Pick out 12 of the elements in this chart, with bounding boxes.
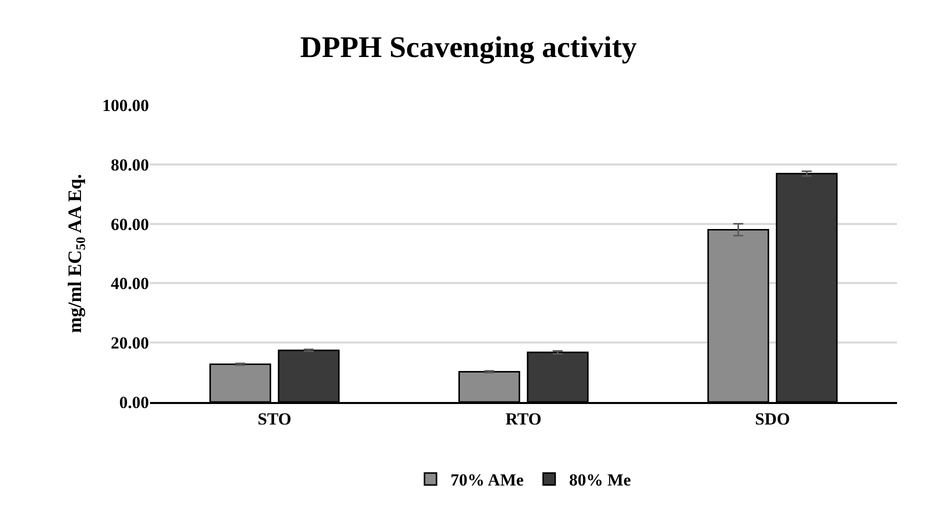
y-tick-label: 0.00 — [119, 392, 149, 412]
y-tick-label: 60.00 — [110, 214, 149, 234]
y-tick-label: 80.00 — [110, 155, 149, 174]
x-tick-label: RTO — [506, 409, 542, 428]
y-tick-label: 20.00 — [110, 334, 149, 353]
x-tick-label: SDO — [755, 409, 790, 428]
y-tick-label: 40.00 — [110, 274, 149, 294]
y-tick-label: 100.00 — [102, 96, 149, 115]
x-tick-label: STO — [258, 409, 292, 428]
legend-label: 80% Me — [569, 470, 632, 490]
chart-title: DPPH Scavenging activity — [300, 30, 637, 64]
legend-label: 70% AMe — [450, 470, 524, 490]
